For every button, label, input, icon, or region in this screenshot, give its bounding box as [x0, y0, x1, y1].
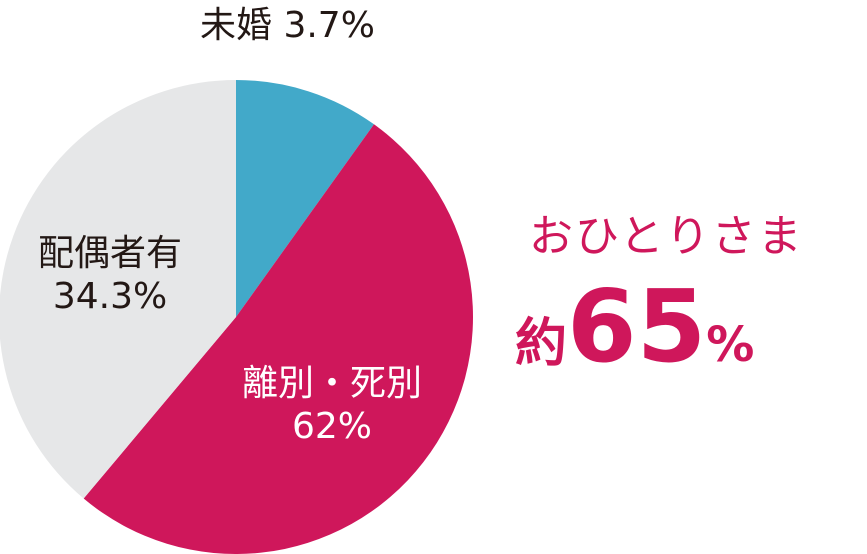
slice-label-rikon-name: 離別・死別 — [241, 363, 422, 404]
callout-title: おひとりさま — [529, 211, 804, 262]
callout-value: 約65% — [515, 268, 804, 385]
slice-haigu — [0, 80, 236, 499]
slice-mikon — [236, 80, 374, 317]
callout-unit: % — [706, 317, 755, 373]
slice-label-rikon: 離別・死別 62% — [212, 362, 452, 448]
slice-label-rikon-value: 62% — [291, 406, 372, 448]
slice-label-haigu-value: 34.3% — [52, 276, 168, 318]
slice-label-haigu-name: 配偶者有 — [37, 233, 182, 274]
slice-rikon — [83, 124, 473, 554]
callout-prefix: 約 — [515, 314, 568, 374]
callout: おひとりさま 約65% — [515, 200, 804, 385]
slice-label-mikon: 未婚 3.7% — [200, 5, 375, 46]
slice-label-haigu: 配偶者有 34.3% — [20, 232, 200, 318]
callout-number: 65 — [567, 268, 707, 385]
